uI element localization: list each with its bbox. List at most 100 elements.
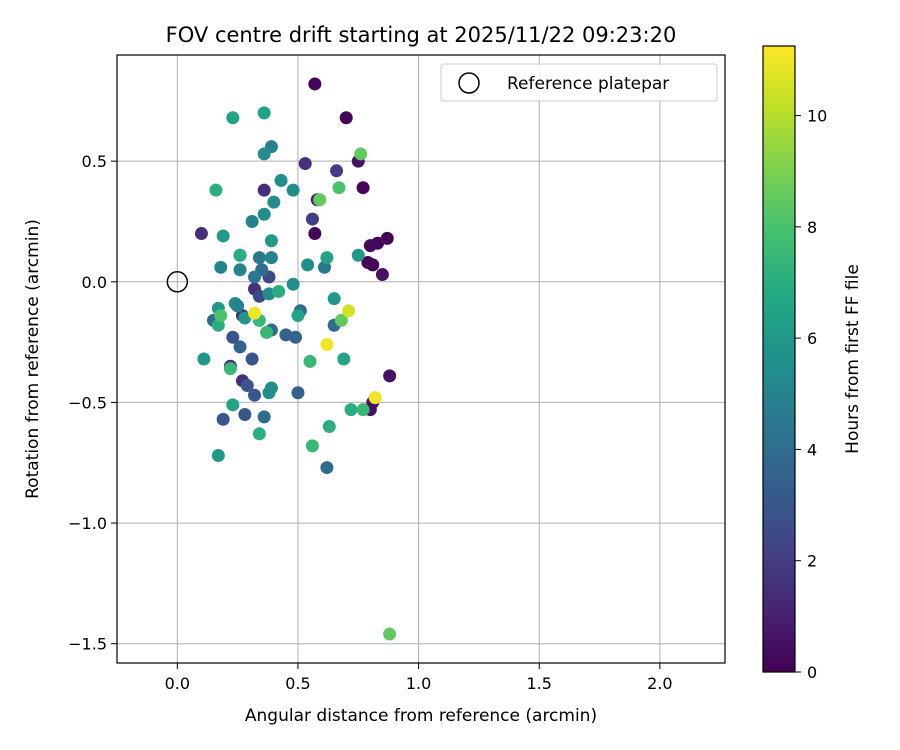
colorbar-tick-label: 2: [807, 552, 817, 571]
data-point: [197, 352, 211, 366]
colorbar: [762, 45, 796, 673]
data-point: [356, 403, 370, 417]
data-point: [226, 111, 240, 125]
data-point: [286, 183, 300, 197]
data-point: [308, 77, 322, 91]
data-point: [233, 248, 247, 262]
data-point: [238, 311, 252, 325]
legend-label: Reference platepar: [507, 74, 669, 94]
data-point: [322, 420, 336, 434]
colorbar-tick-label: 0: [807, 663, 817, 682]
data-point: [214, 309, 228, 323]
data-point: [354, 147, 368, 161]
legend-marker: [458, 72, 480, 94]
data-point: [272, 284, 286, 298]
data-point: [274, 173, 288, 187]
data-point: [194, 227, 208, 241]
data-point: [245, 214, 259, 228]
data-point: [248, 388, 262, 402]
data-point: [211, 449, 225, 463]
legend-box: [440, 63, 718, 102]
data-point: [289, 330, 303, 344]
data-point: [252, 427, 266, 441]
data-point: [233, 263, 247, 277]
data-point: [303, 354, 317, 368]
data-point: [298, 157, 312, 171]
data-point: [339, 111, 353, 125]
data-point: [291, 386, 305, 400]
data-point: [248, 306, 262, 320]
y-axis-ticks: −1.5 −1.0 −0.5 0.0 0.5: [68, 152, 117, 654]
colorbar-tick-label: 10: [807, 107, 827, 126]
chart-title: FOV centre drift starting at 2025/11/22 …: [166, 23, 677, 47]
colorbar-tick-label: 6: [807, 329, 817, 348]
reference-platepar-marker: [166, 271, 189, 293]
data-point: [375, 268, 389, 282]
data-point: [344, 403, 358, 417]
x-tick-label: 1.5: [526, 674, 551, 693]
colorbar-tick-label: 4: [807, 440, 817, 459]
data-point: [245, 352, 259, 366]
data-point: [320, 461, 334, 475]
x-tick-label: 2.0: [647, 674, 672, 693]
data-point: [327, 292, 341, 306]
data-point: [313, 193, 327, 207]
y-tick-label: 0.5: [82, 152, 107, 171]
colorbar-label: Hours from first FF file: [843, 264, 863, 454]
data-point: [291, 309, 305, 323]
data-point: [226, 398, 240, 412]
data-point: [216, 412, 230, 426]
data-point: [305, 439, 319, 453]
grid-lines: [117, 55, 725, 663]
data-point: [260, 325, 274, 339]
data-point: [351, 248, 365, 262]
data-point: [286, 277, 300, 291]
colorbar-ticks: 0 2 4 6 8 10: [795, 107, 827, 682]
data-point: [366, 258, 380, 272]
data-point: [332, 181, 346, 195]
plot-frame: [116, 54, 726, 664]
data-point: [214, 260, 228, 274]
data-point: [264, 381, 278, 395]
data-point: [320, 251, 334, 265]
data-point: [368, 391, 382, 405]
data-point: [226, 330, 240, 344]
data-point: [383, 369, 397, 383]
data-point: [320, 338, 334, 352]
data-point: [356, 181, 370, 195]
data-point: [231, 299, 245, 313]
x-tick-label: 0.5: [285, 674, 310, 693]
data-point: [301, 258, 315, 272]
data-point: [380, 231, 394, 245]
data-point: [257, 183, 271, 197]
data-point: [223, 362, 237, 376]
data-point: [334, 313, 348, 327]
y-tick-label: 0.0: [82, 273, 107, 292]
data-point: [216, 229, 230, 243]
x-tick-label: 1.0: [406, 674, 431, 693]
data-point: [383, 627, 397, 641]
data-point: [240, 379, 254, 393]
data-point: [330, 164, 344, 178]
x-tick-label: 0.0: [165, 674, 190, 693]
data-point: [257, 106, 271, 120]
data-point: [233, 340, 247, 354]
data-point: [257, 207, 271, 221]
data-point: [257, 147, 271, 161]
y-tick-label: −0.5: [68, 393, 107, 412]
data-point: [264, 234, 278, 248]
x-axis-label: Angular distance from reference (arcmin): [245, 706, 597, 726]
data-point: [264, 251, 278, 265]
scatter-points: [194, 77, 397, 641]
data-point: [252, 251, 266, 265]
data-point: [308, 227, 322, 241]
colorbar-tick-label: 8: [807, 218, 817, 237]
legend: Reference platepar: [440, 63, 718, 102]
data-point: [342, 304, 356, 318]
data-point: [238, 407, 252, 421]
data-point: [363, 239, 377, 253]
data-point: [257, 410, 271, 424]
data-point: [209, 183, 223, 197]
y-tick-label: −1.0: [68, 514, 107, 533]
